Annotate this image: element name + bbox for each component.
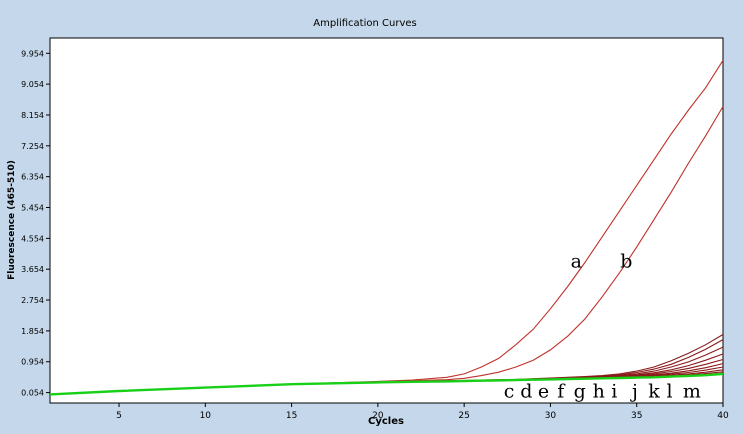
curve-label-m: m (683, 381, 701, 403)
y-tick-label: 7.254 (21, 142, 44, 151)
y-tick-label: 1.854 (21, 327, 44, 336)
y-tick-label: 2.754 (21, 296, 44, 305)
y-axis-label: Fluorescence (465-510) (7, 160, 17, 280)
chart-title: Amplification Curves (313, 18, 416, 29)
x-tick-label: 35 (631, 411, 642, 421)
x-axis-ticks: 5 10 15 20 25 30 35 40 (116, 403, 729, 421)
x-tick-label: 20 (372, 411, 384, 421)
curve-label-e: e (538, 381, 549, 403)
curve-label-j: j (630, 381, 638, 403)
y-tick-label: 9.954 (21, 49, 44, 58)
curve-label-d: d (520, 381, 532, 403)
x-tick-label: 15 (286, 411, 297, 421)
y-tick-label: 6.354 (21, 173, 44, 182)
x-axis-label: Cycles (368, 416, 404, 427)
curve-label-h: h (593, 381, 605, 403)
curve-label-g: g (574, 381, 586, 403)
plot-area (49, 37, 724, 404)
x-tick-label: 5 (116, 411, 122, 421)
x-tick-label: 10 (200, 411, 212, 421)
y-tick-label: 0.054 (21, 389, 44, 398)
x-tick-label: 25 (458, 411, 469, 421)
curve-labels: a b c d e f g h i j k l m (504, 251, 701, 403)
curve-label-k: k (648, 381, 660, 403)
x-tick-label: 40 (717, 411, 729, 421)
curve-green (49, 372, 724, 396)
y-tick-label: 5.454 (21, 204, 44, 213)
y-tick-label: 0.954 (21, 358, 44, 367)
curve-label-c: c (504, 381, 515, 403)
curve-label-b: b (620, 251, 632, 273)
y-tick-label: 4.554 (21, 234, 44, 243)
curve-label-f: f (557, 381, 566, 403)
curve-label-i: i (611, 381, 617, 403)
series-layer (49, 60, 724, 396)
curve-label-a: a (571, 251, 582, 273)
y-tick-label: 3.654 (21, 265, 44, 274)
y-axis-ticks: 0.054 0.954 1.854 2.754 3.654 4.554 5.454 6.354… (21, 49, 50, 398)
y-tick-label: 9.054 (21, 80, 44, 89)
y-tick-label: 8.154 (21, 111, 44, 120)
x-tick-label: 30 (545, 411, 557, 421)
curve-label-l: l (666, 381, 672, 403)
